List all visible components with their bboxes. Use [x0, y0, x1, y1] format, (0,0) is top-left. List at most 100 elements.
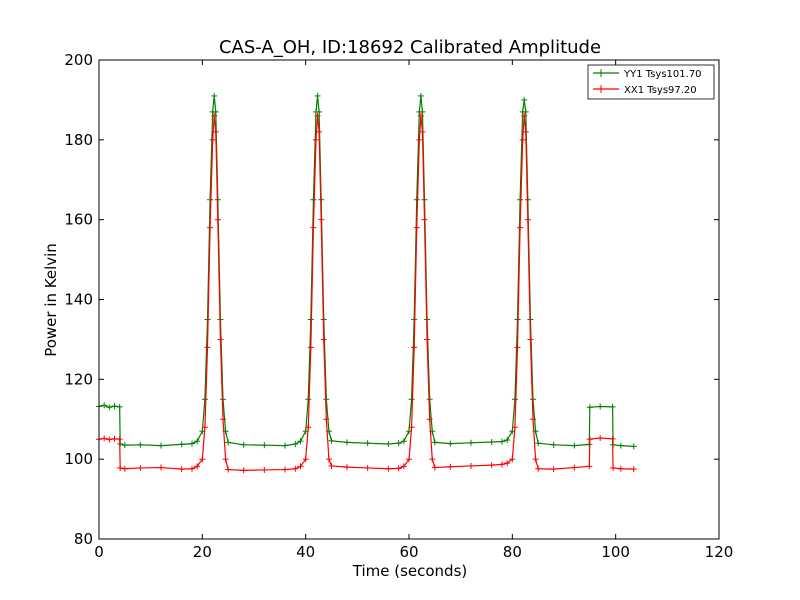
data-point-s0-80: [609, 403, 616, 410]
data-point-s0-35: [316, 108, 323, 115]
data-point-s1-16: [209, 136, 216, 143]
chart-title: CAS-A_OH, ID:18692 Calibrated Amplitude: [219, 37, 601, 58]
data-point-s1-49: [413, 224, 420, 231]
data-point-s0-28: [297, 438, 304, 445]
data-point-s1-17: [211, 112, 218, 119]
data-point-s1-63: [509, 456, 516, 463]
data-point-s0-74: [535, 440, 542, 447]
data-point-s1-56: [429, 456, 436, 463]
data-point-s1-73: [532, 456, 539, 463]
data-point-s1-58: [447, 463, 454, 470]
data-point-s0-75: [550, 441, 557, 448]
data-point-s1-78: [586, 436, 593, 443]
data-point-s1-62: [504, 460, 511, 467]
data-point-s1-10: [189, 465, 195, 472]
data-point-s1-82: [617, 465, 624, 472]
data-point-s1-24: [240, 467, 247, 474]
data-point-s1-29: [302, 456, 309, 463]
plot-frame: [98, 59, 720, 540]
data-point-s0-47: [408, 396, 415, 403]
data-point-s0-24: [240, 441, 247, 448]
data-point-s1-55: [426, 416, 433, 423]
data-point-s1-4: [116, 436, 123, 443]
data-point-s1-74: [535, 465, 542, 472]
data-point-s1-21: [220, 416, 226, 423]
data-point-s0-8: [158, 442, 164, 449]
data-point-s1-1: [101, 435, 108, 442]
legend-marker-xx1: +: [596, 82, 606, 96]
data-point-s1-77: [586, 463, 593, 470]
data-point-s0-9: [178, 441, 185, 448]
data-point-s1-38: [323, 416, 330, 423]
series-layer: [96, 92, 637, 474]
data-point-s1-69: [522, 128, 529, 135]
y-tick-label-0: 80: [74, 530, 93, 548]
y-tick-label-5: 180: [64, 131, 93, 149]
data-point-s0-68: [521, 96, 528, 103]
y-tick-label-3: 140: [64, 291, 93, 309]
x-tick-label-1: 20: [193, 543, 212, 561]
data-point-s1-71: [527, 336, 534, 343]
legend-box: [587, 64, 715, 100]
data-point-s0-2: [106, 404, 113, 411]
data-point-s1-22: [222, 456, 229, 463]
data-point-s1-64: [511, 424, 518, 431]
data-point-s1-75: [550, 466, 557, 473]
data-point-s1-45: [400, 463, 407, 470]
data-point-s1-44: [395, 465, 402, 472]
data-point-s1-51: [417, 112, 424, 119]
data-point-s0-60: [488, 439, 495, 446]
data-point-s0-43: [385, 440, 392, 447]
data-point-s1-59: [468, 462, 474, 469]
data-point-s1-6: [121, 465, 128, 472]
data-point-s1-39: [325, 456, 332, 463]
x-tick-label-4: 80: [503, 543, 522, 561]
data-point-s0-64: [511, 396, 518, 403]
data-point-s1-34: [314, 112, 321, 119]
data-point-s1-72: [530, 416, 536, 423]
data-point-s0-44: [395, 440, 402, 447]
data-point-s0-66: [517, 196, 524, 203]
series-line-0: [98, 95, 634, 447]
data-point-s1-8: [158, 464, 164, 471]
data-point-s0-26: [282, 442, 288, 449]
data-point-s0-49: [413, 196, 420, 203]
data-point-s0-69: [522, 108, 529, 115]
data-point-s0-27: [292, 440, 299, 447]
legend-label-xx1: XX1 Tsys97.20: [624, 85, 697, 96]
data-point-s0-13: [201, 396, 208, 403]
data-point-s0-11: [194, 438, 201, 445]
data-point-s1-19: [214, 216, 221, 223]
data-point-s0-17: [211, 92, 218, 99]
data-point-s0-61: [499, 438, 505, 445]
data-point-s1-50: [416, 136, 423, 143]
x-tick-label-3: 60: [399, 543, 418, 561]
y-axis-label: Power in Kelvin: [42, 243, 60, 357]
data-point-s1-67: [519, 136, 526, 143]
data-point-s0-30: [305, 396, 312, 403]
data-point-s1-80: [609, 435, 616, 442]
data-point-s1-36: [318, 216, 325, 223]
data-point-s1-42: [364, 464, 371, 471]
data-point-s1-7: [137, 464, 144, 471]
data-point-s0-83: [630, 443, 637, 450]
data-point-s1-12: [199, 456, 206, 463]
x-tick-label-5: 100: [601, 543, 630, 561]
data-point-s1-13: [201, 424, 208, 431]
data-point-s1-41: [344, 464, 350, 471]
data-point-s0-4: [116, 403, 123, 410]
data-point-s1-70: [524, 216, 531, 223]
y-tick-label-2: 120: [64, 370, 93, 388]
data-point-s1-54: [424, 336, 431, 343]
data-point-s0-10: [189, 440, 195, 447]
data-point-s1-15: [207, 224, 214, 231]
data-point-s1-83: [630, 466, 637, 473]
data-point-s1-25: [261, 466, 268, 473]
data-point-s0-52: [419, 108, 426, 115]
data-point-s1-37: [320, 336, 327, 343]
y-tick-label-4: 160: [64, 211, 93, 229]
data-point-s0-58: [447, 440, 454, 447]
data-point-s1-48: [411, 344, 418, 351]
